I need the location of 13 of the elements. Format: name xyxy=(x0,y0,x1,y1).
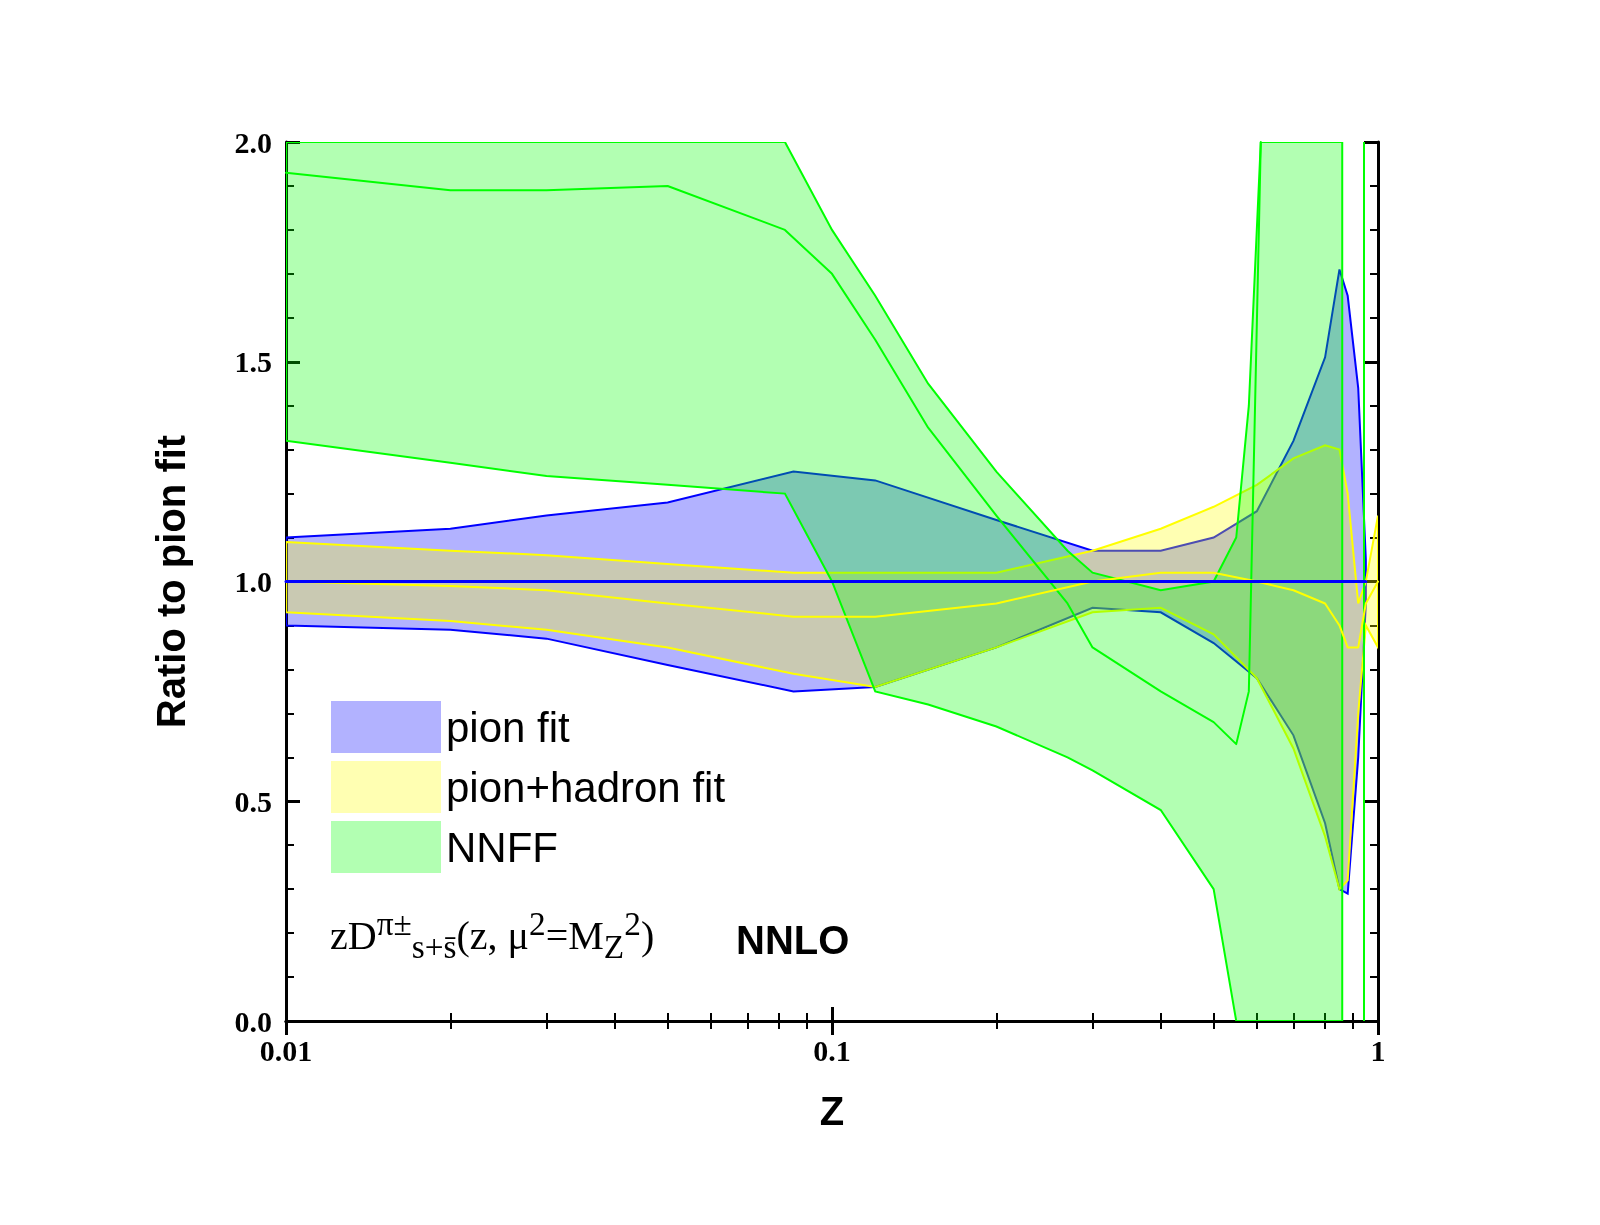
y-axis-title: Ratio to pion fit xyxy=(149,434,193,729)
y-tick-label: 0.5 xyxy=(234,784,272,818)
y-tick-label: 1.0 xyxy=(234,565,272,598)
y-tick-label: 2.0 xyxy=(234,125,272,159)
y-tick-label: 1.5 xyxy=(234,345,272,379)
legend-label: pion+hadron fit xyxy=(446,763,726,811)
x-axis-title: Z xyxy=(819,1089,845,1133)
annotation: NNLO xyxy=(736,918,850,963)
legend-label: pion fit xyxy=(446,703,571,751)
x-tick-label: 1 xyxy=(1370,1033,1386,1067)
x-tick-label: 0.1 xyxy=(813,1033,851,1067)
text: zD$^{π±}$$_{s+s̄}$(z, μ$^{2}$=M$_{Z}$$^{2}$) xyxy=(330,905,655,966)
legend-label: NNFF xyxy=(446,823,558,871)
